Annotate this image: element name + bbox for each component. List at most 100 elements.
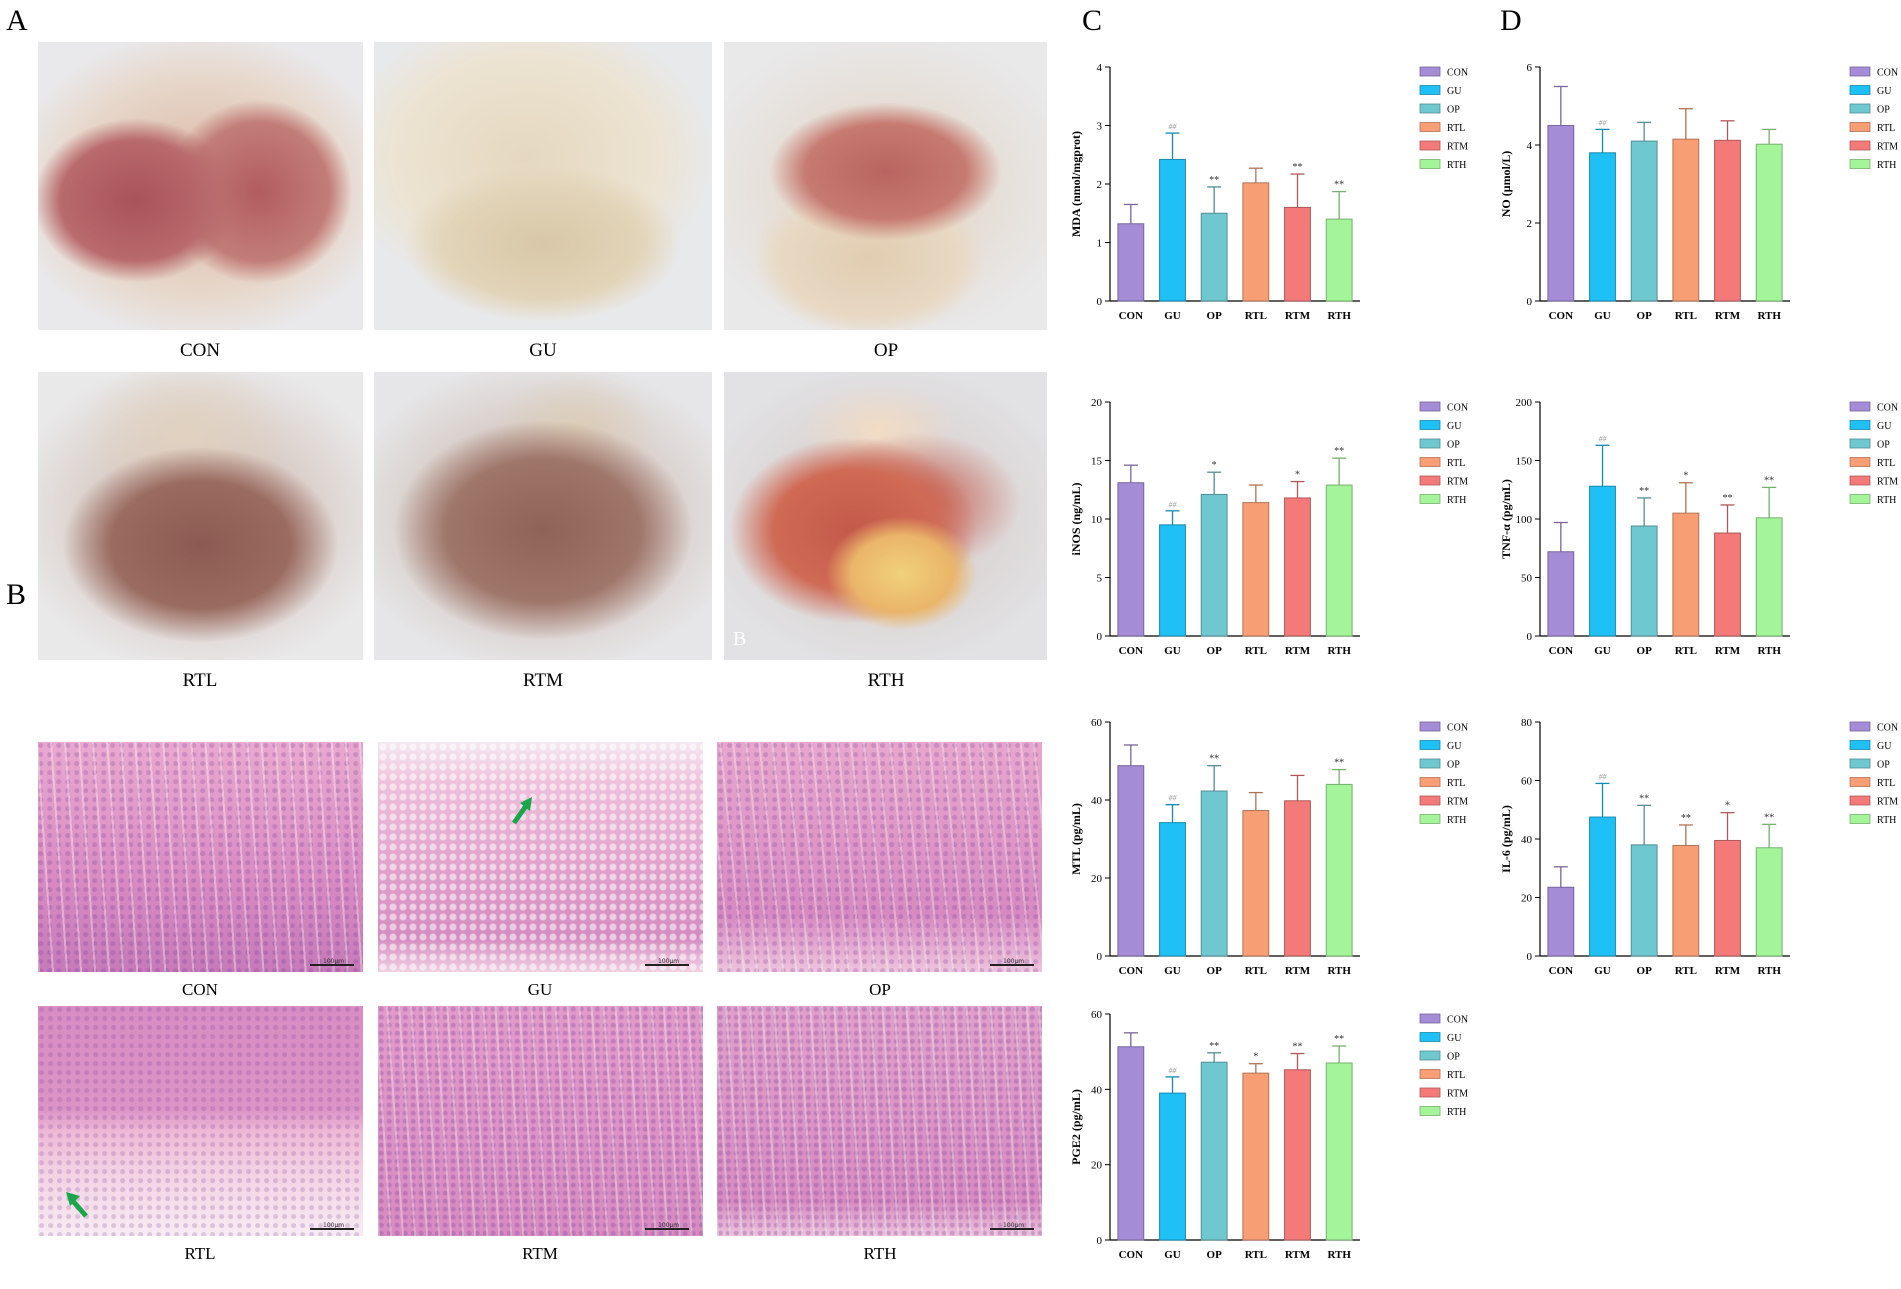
legend-label: OP: [1877, 105, 1890, 116]
legend-label: RTM: [1447, 1089, 1468, 1100]
bar: [1672, 138, 1700, 302]
legend-swatch: [1849, 159, 1871, 169]
x-tick-label: RTM: [1285, 1249, 1311, 1261]
y-tick-label: 100: [1516, 514, 1533, 526]
legend-label: CON: [1877, 723, 1898, 734]
y-tick-label: 4: [1097, 62, 1103, 74]
significance-mark: *: [1212, 460, 1217, 471]
chart-no: 0 2 4 6 NO (μmol/L) CON ## GU OP RTL RTM RTH CON GU OP…: [1490, 55, 1900, 350]
x-tick-label: CON: [1549, 965, 1574, 977]
legend-label: OP: [1447, 760, 1460, 771]
x-tick-label: RTM: [1715, 310, 1741, 322]
x-tick-label: GU: [1164, 310, 1181, 322]
legend-swatch: [1419, 814, 1441, 824]
legend-label: RTM: [1877, 477, 1898, 488]
bar: [1242, 182, 1270, 302]
significance-mark: **: [1723, 493, 1733, 504]
legend-label: GU: [1877, 86, 1892, 97]
significance-mark: **: [1334, 758, 1344, 769]
x-tick-label: RTL: [1245, 965, 1267, 977]
y-tick-label: 0: [1097, 296, 1103, 308]
x-tick-label: RTM: [1715, 965, 1741, 977]
x-tick-label: OP: [1637, 965, 1653, 977]
x-tick-label: RTL: [1245, 310, 1267, 322]
y-tick-label: 40: [1521, 834, 1533, 846]
legend-label: RTH: [1877, 160, 1896, 171]
y-tick-label: 4: [1527, 140, 1533, 152]
legend-swatch: [1419, 103, 1441, 114]
photo-label-rtm: RTM: [522, 670, 564, 691]
legend-swatch: [1419, 721, 1441, 732]
x-tick-label: OP: [1637, 645, 1653, 657]
legend-label: GU: [1447, 1033, 1462, 1044]
y-tick-label: 80: [1521, 717, 1533, 729]
significance-mark: **: [1293, 162, 1303, 173]
significance-mark: ##: [1169, 500, 1178, 509]
histo-label-rtl: RTL: [184, 1244, 216, 1263]
histology-gu: [378, 742, 703, 972]
y-tick-label: 10: [1091, 514, 1103, 526]
legend-swatch: [1419, 1032, 1441, 1042]
panel-letter-a: A: [6, 4, 28, 37]
y-tick-label: 0: [1527, 951, 1533, 963]
y-tick-label: 5: [1097, 573, 1103, 585]
legend-swatch: [1419, 122, 1441, 132]
legend-label: RTH: [1447, 815, 1466, 826]
legend-label: RTL: [1447, 1070, 1465, 1081]
y-tick-label: 60: [1091, 1009, 1103, 1021]
significance-mark: **: [1293, 1042, 1303, 1053]
stomach-photo-gu: [374, 42, 712, 330]
lesion-arrow-gu: [511, 797, 532, 825]
legend-swatch: [1419, 740, 1441, 750]
x-tick-label: RTM: [1715, 645, 1741, 657]
legend-swatch: [1849, 122, 1871, 132]
x-tick-label: RTL: [1675, 965, 1697, 977]
significance-mark: **: [1681, 813, 1691, 824]
significance-mark: **: [1334, 1034, 1344, 1045]
histology-rtm: [378, 1006, 703, 1236]
legend-label: GU: [1447, 86, 1462, 97]
bar: [1284, 800, 1311, 957]
legend-label: OP: [1877, 760, 1890, 771]
chart-mtl: 0 20 40 60 MTL (pg/mL) CON ## GU ** OP RTL RTM ** RTH…: [1060, 710, 1480, 1005]
significance-mark: **: [1334, 446, 1344, 457]
legend-swatch: [1419, 401, 1441, 412]
legend-swatch: [1419, 795, 1441, 806]
legend-swatch: [1419, 777, 1441, 787]
x-tick-label: RTH: [1327, 1249, 1351, 1261]
legend-swatch: [1419, 140, 1441, 151]
bar: [1242, 810, 1270, 957]
x-tick-label: GU: [1164, 965, 1181, 977]
y-tick-label: 6: [1527, 62, 1533, 74]
bar: [1284, 1069, 1311, 1241]
legend-swatch: [1849, 814, 1871, 824]
scale-text: 100μm: [658, 958, 680, 965]
scale-text: 100μm: [323, 958, 345, 965]
y-axis-label: MDA (nmol/mgprot): [1069, 131, 1083, 237]
y-tick-label: 15: [1091, 456, 1103, 468]
legend-swatch: [1849, 740, 1871, 750]
bar: [1672, 512, 1700, 637]
x-tick-label: RTH: [1327, 645, 1351, 657]
bar: [1117, 482, 1145, 637]
x-tick-label: CON: [1119, 1249, 1144, 1261]
x-tick-label: OP: [1207, 1249, 1223, 1261]
y-tick-label: 0: [1527, 296, 1533, 308]
stomach-photo-rtl: [38, 372, 363, 660]
photo-label-op: OP: [873, 340, 899, 361]
significance-mark: *: [1295, 470, 1300, 481]
significance-mark: **: [1764, 475, 1774, 486]
significance-mark: **: [1209, 1041, 1219, 1052]
histo-label-con: CON: [182, 980, 218, 999]
legend-swatch: [1849, 777, 1871, 787]
legend-label: RTM: [1877, 797, 1898, 808]
legend-label: GU: [1447, 421, 1462, 432]
bar: [1242, 502, 1270, 637]
x-tick-label: GU: [1164, 645, 1181, 657]
histo-label-op: OP: [869, 980, 891, 999]
scale-bar: [990, 1228, 1034, 1230]
x-tick-label: RTH: [1327, 310, 1351, 322]
legend-swatch: [1849, 758, 1871, 769]
bar: [1200, 1061, 1228, 1241]
bar: [1672, 844, 1700, 957]
